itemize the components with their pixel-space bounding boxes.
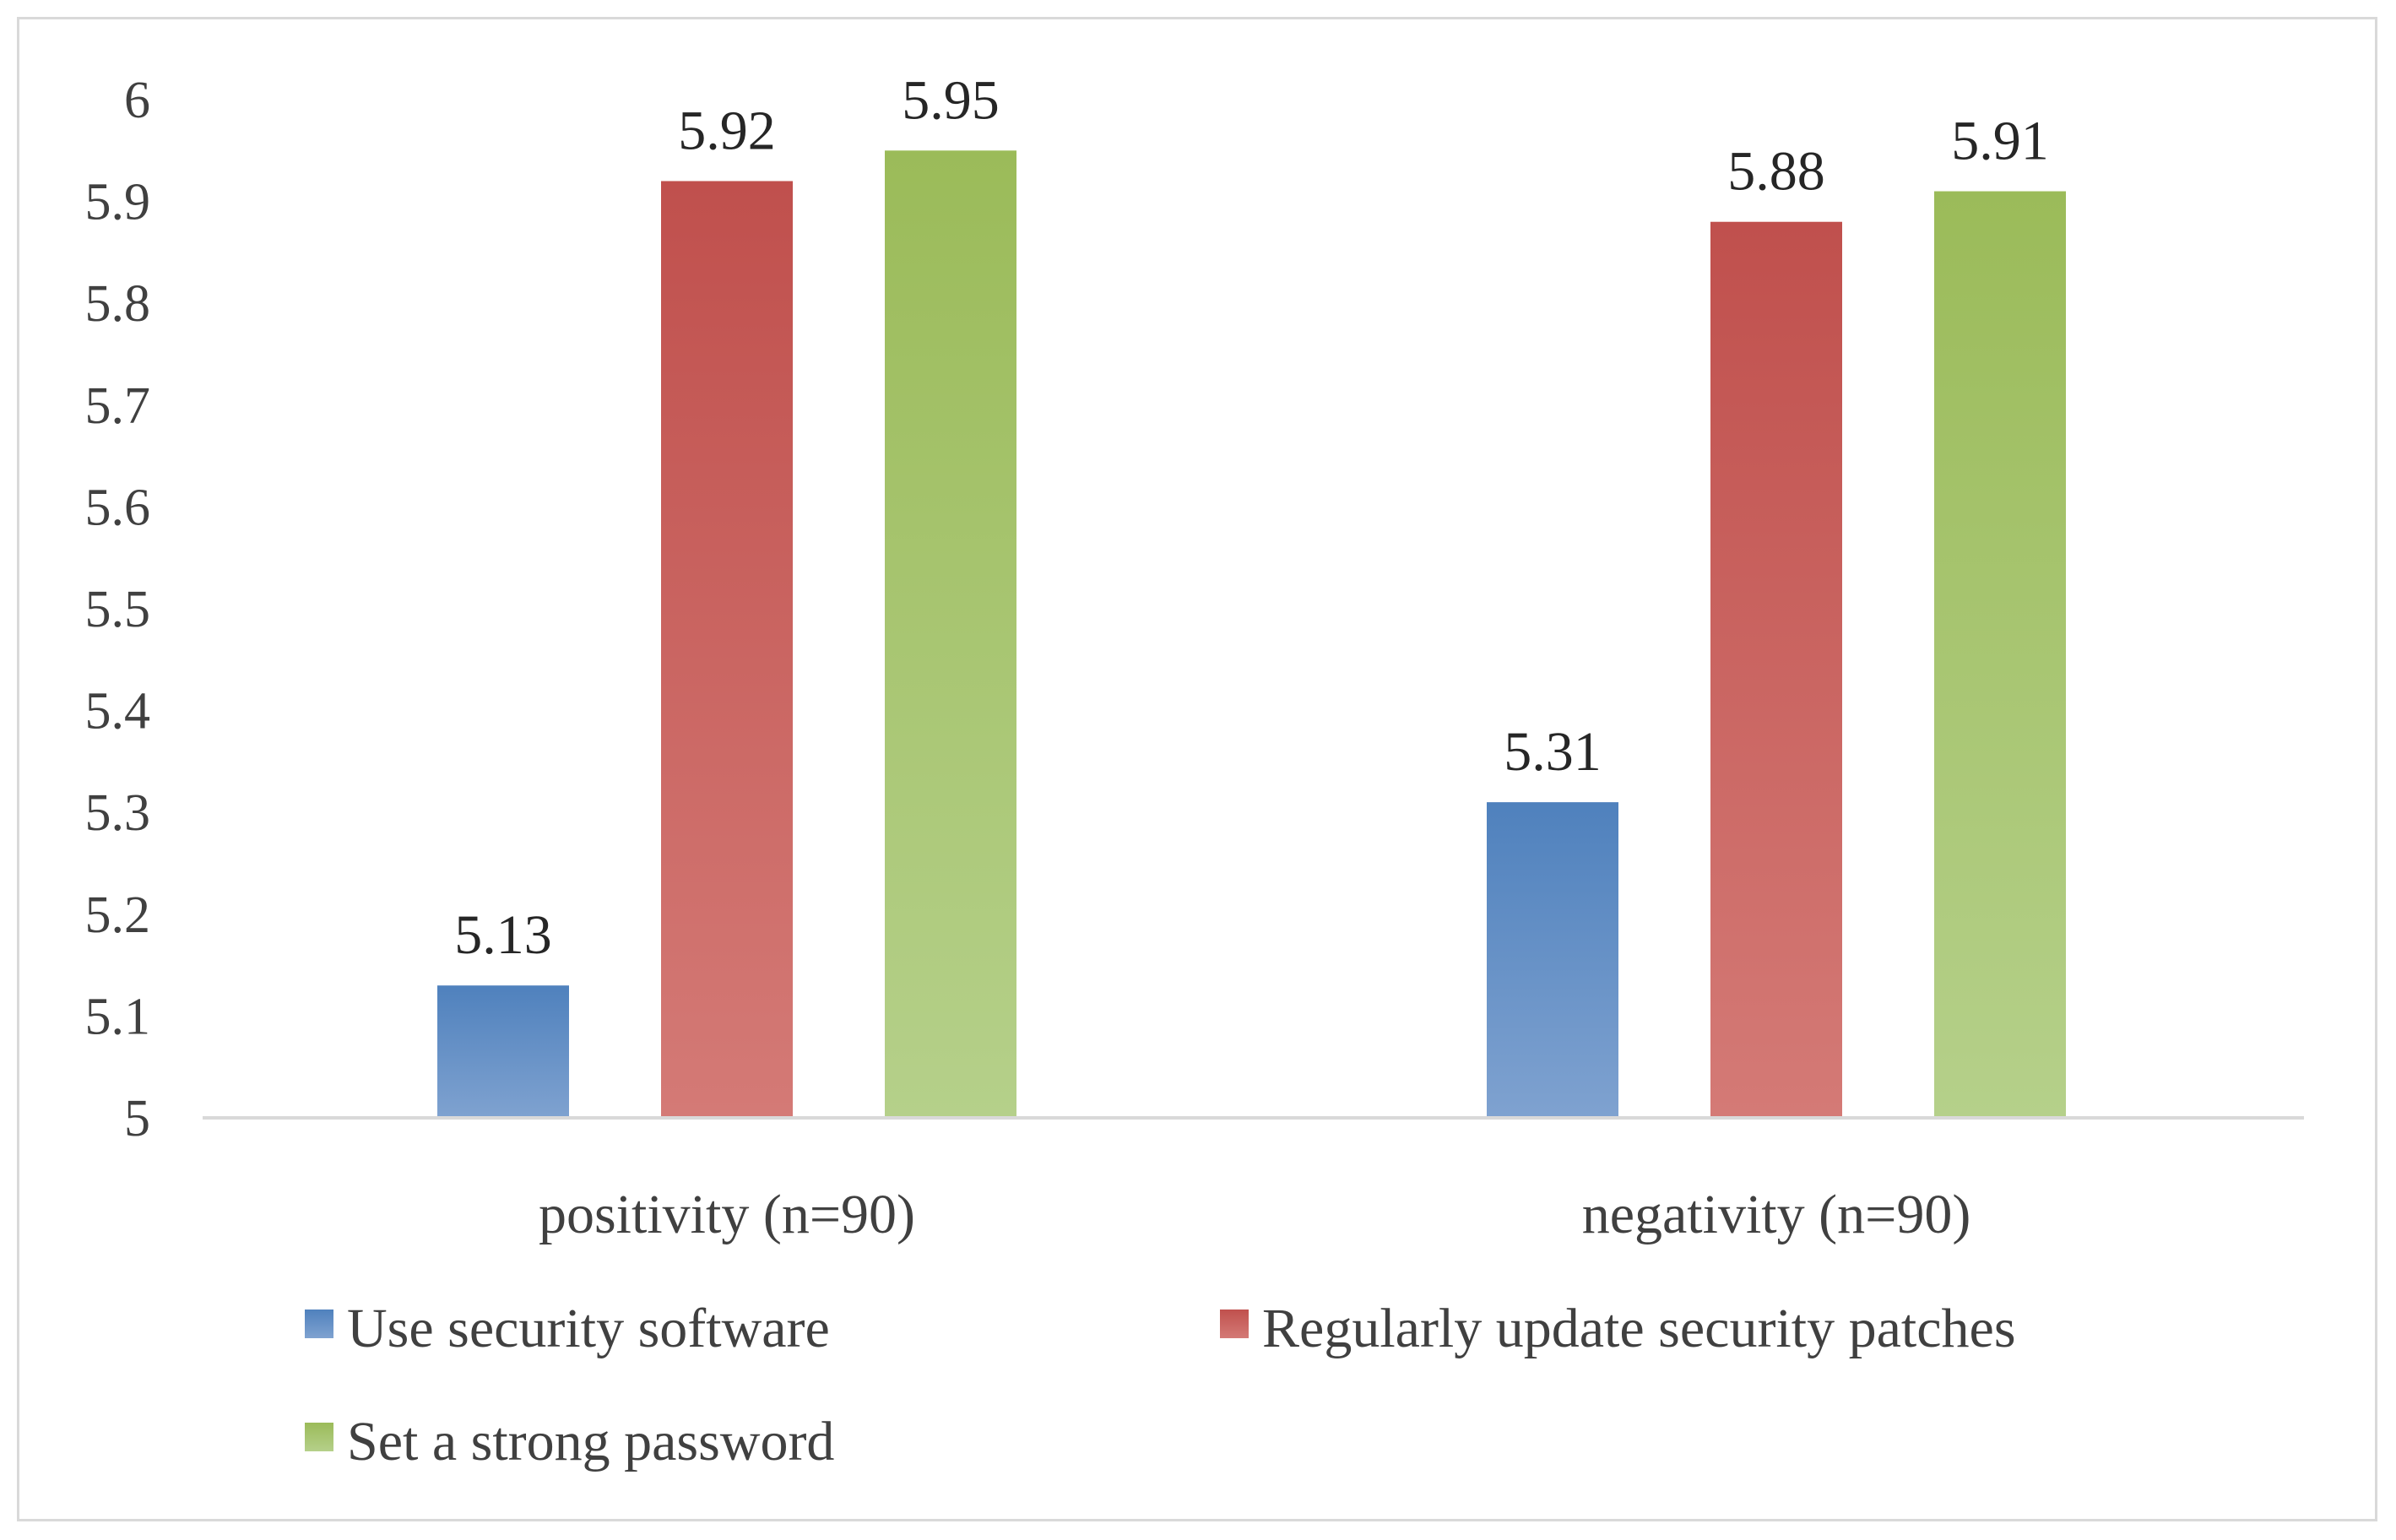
bar (885, 150, 1016, 1118)
category-label: negativity (n=90) (1582, 1184, 1971, 1245)
data-label: 5.13 (454, 904, 552, 966)
y-tick-label: 6 (124, 72, 150, 129)
legend-label: Regularly update security patches (1262, 1298, 2016, 1359)
y-axis-ticks: 5 5.1 5.2 5.3 5.4 5.5 5.6 5.7 5.8 5.9 6 (85, 72, 151, 1147)
bar (661, 181, 793, 1119)
data-label: 5.92 (678, 100, 776, 161)
y-tick-label: 5.9 (85, 174, 151, 231)
y-tick-label: 5.2 (85, 887, 151, 944)
category-labels: positivity (n=90) negativity (n=90) (539, 1184, 1970, 1245)
data-label: 5.91 (1951, 111, 2049, 172)
y-tick-label: 5.4 (85, 683, 151, 740)
bar-series (437, 150, 2066, 1119)
bar (437, 985, 569, 1118)
y-tick-label: 5.7 (85, 377, 151, 435)
legend-label: Use security software (347, 1298, 830, 1359)
y-tick-label: 5.1 (85, 988, 151, 1045)
legend: Use security software Regularly update se… (305, 1298, 2016, 1472)
bar (1934, 191, 2066, 1118)
bar (1710, 221, 1842, 1119)
data-label: 5.95 (902, 69, 1000, 131)
bar-chart: 55.15.25.35.45.55.65.75.85.96 5.135.92 5.… (85, 69, 2304, 1472)
y-tick-label: 5.5 (85, 581, 151, 638)
category-label: positivity (n=90) (539, 1184, 915, 1245)
data-labels: 5.13 5.92 5.95 5.31 5.88 5.91 (454, 69, 2049, 966)
legend-swatch (305, 1423, 333, 1451)
y-tick-label: 5.6 (85, 479, 151, 536)
chart-frame: 5 5.1 5.2 5.3 5.4 5.5 5.6 5.7 5.8 5.9 6 5.13 5.92 5.… (17, 17, 2377, 1521)
bar (1487, 802, 1618, 1118)
legend-swatch (305, 1310, 333, 1338)
y-tick-label: 5 (124, 1090, 150, 1147)
data-label: 5.31 (1504, 721, 1602, 783)
y-tick-label: 5.3 (85, 784, 151, 842)
legend-swatch (1220, 1310, 1249, 1338)
y-tick-label: 5.8 (85, 275, 151, 333)
data-label: 5.88 (1727, 141, 1825, 203)
legend-label: Set a strong password (347, 1411, 834, 1472)
